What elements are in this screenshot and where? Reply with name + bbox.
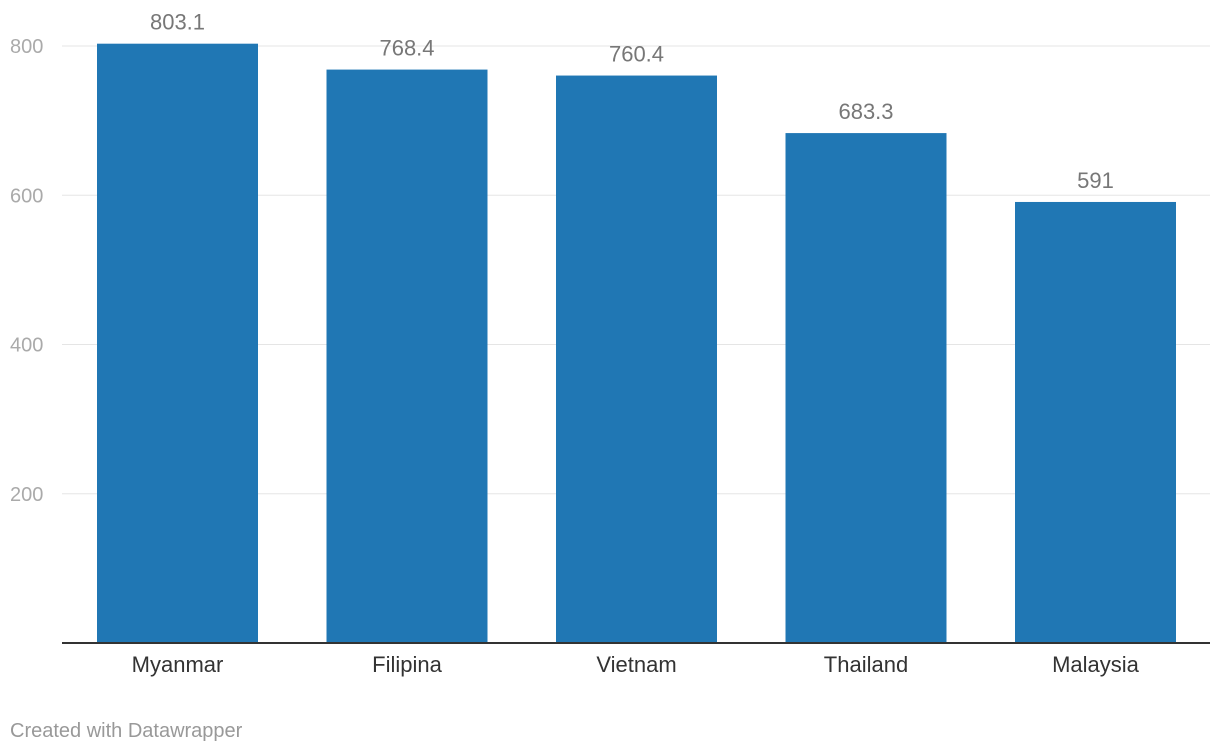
bar-malaysia [1015, 201, 1176, 643]
y-tick-label: 800 [10, 36, 43, 58]
bar-thailand [785, 133, 947, 643]
y-tick-label: 200 [10, 484, 43, 506]
y-axis-ticks: 200 400 600 800 [10, 36, 43, 506]
value-label: 768.4 [379, 36, 434, 61]
x-tick-label: Myanmar [132, 652, 224, 677]
bars [97, 43, 1176, 644]
bar-chart: 200 400 600 800 803.1 768.4 760.4 683.3 591 Mya… [10, 10, 1210, 677]
value-label: 683.3 [838, 99, 893, 124]
value-label: 803.1 [150, 10, 205, 35]
bar-vietnam [556, 75, 717, 643]
credit-text: Created with Datawrapper [10, 720, 243, 742]
x-axis-labels: Myanmar Filipina Vietnam Thailand Malaysia [132, 652, 1140, 677]
value-label: 591 [1077, 168, 1114, 193]
x-tick-label: Malaysia [1052, 652, 1140, 677]
x-tick-label: Vietnam [596, 652, 676, 677]
value-labels: 803.1 768.4 760.4 683.3 591 [150, 10, 1114, 193]
bar-myanmar [97, 43, 258, 643]
x-tick-label: Filipina [372, 652, 442, 677]
x-tick-label: Thailand [824, 652, 908, 677]
bar-filipina [326, 69, 488, 644]
y-tick-label: 600 [10, 185, 43, 207]
value-label: 760.4 [609, 42, 664, 67]
y-tick-label: 400 [10, 335, 43, 357]
